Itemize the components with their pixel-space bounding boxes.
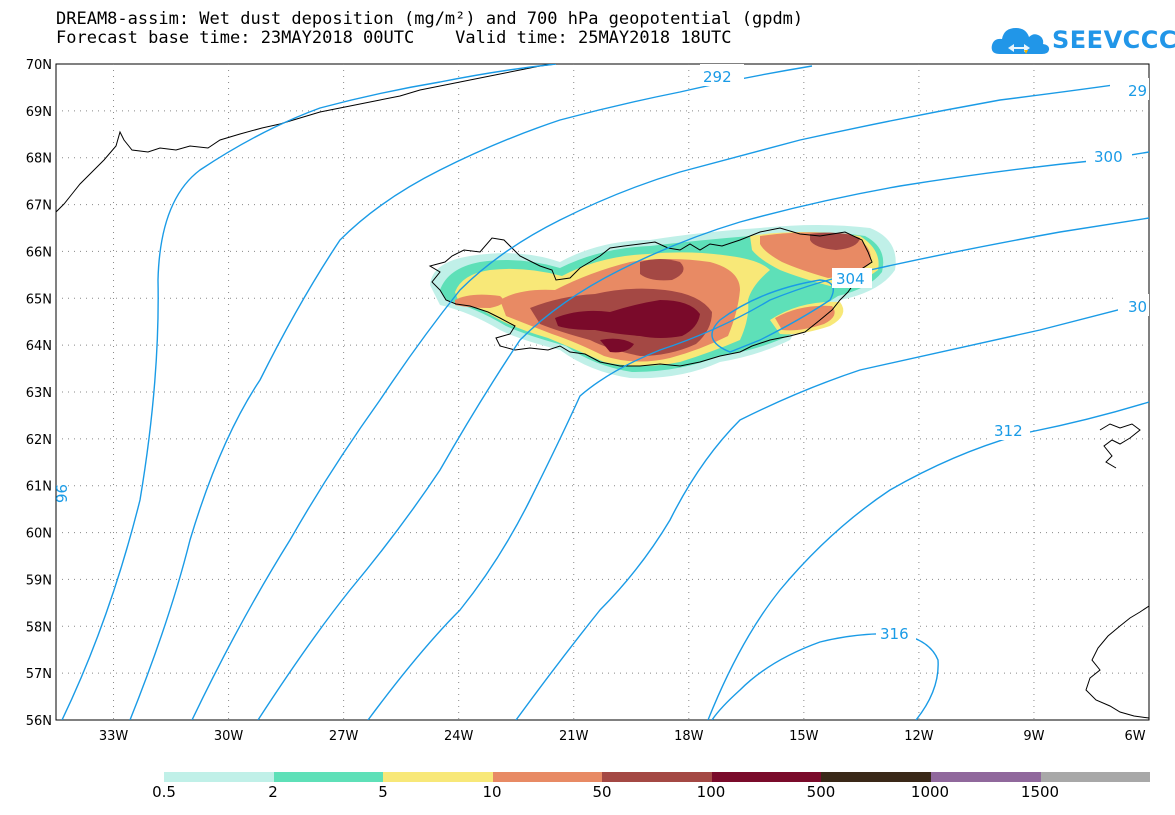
longitude-label: 27W: [329, 729, 359, 744]
cloud-icon: [991, 28, 1050, 54]
legend-label-5: 5: [378, 783, 388, 801]
geopotential-contours: [61, 64, 1149, 720]
latitude-label: 67N: [26, 199, 52, 214]
contour-308: [515, 301, 1149, 720]
latitude-label: 60N: [26, 527, 52, 542]
contour-316: [711, 633, 939, 720]
contour-label-304: 304: [836, 270, 865, 288]
latitude-axis: 70N 69N 68N 67N 66N 65N 64N 63N 62N 61N 60N 59N 58N 5…: [26, 58, 52, 729]
contour-label-292: 292: [703, 68, 732, 86]
legend-label-1500: 1500: [1020, 783, 1060, 801]
contour-label-300: 300: [1094, 148, 1123, 166]
legend-label-2: 2: [268, 783, 278, 801]
deposition-10d: [455, 294, 504, 308]
deposition-100b: [600, 338, 634, 353]
contour-296: [191, 79, 1149, 720]
contour-label-29: 29: [1128, 82, 1147, 100]
contour-labels: 292 29 300 304 30 312 316 96: [52, 68, 1147, 643]
legend-swatch-2: [383, 772, 493, 782]
legend-label-10: 10: [482, 783, 502, 801]
longitude-label: 12W: [904, 729, 934, 744]
legend-swatch-3: [492, 772, 603, 782]
legend-label-100: 100: [696, 783, 726, 801]
longitude-label: 30W: [214, 729, 244, 744]
deposition-50c: [810, 232, 860, 250]
contour-288: [61, 64, 557, 720]
legend-label-0.5: 0.5: [152, 783, 176, 801]
contour-label-312: 312: [994, 422, 1023, 440]
logo-text: SEEVCCC: [1052, 26, 1175, 54]
latitude-label: 63N: [26, 386, 52, 401]
legend-swatch-7: [930, 772, 1041, 782]
map-title: DREAM8-assim: Wet dust deposition (mg/m²…: [56, 9, 804, 29]
contour-304-loop: [711, 279, 834, 353]
latitude-label: 61N: [26, 480, 52, 495]
latitude-label: 68N: [26, 152, 52, 167]
contour-292: [129, 65, 813, 720]
latitude-label: 57N: [26, 667, 52, 682]
latitude-label: 58N: [26, 620, 52, 635]
contour-label-316: 316: [880, 625, 909, 643]
contour-label-96: 96: [52, 484, 70, 503]
legend-swatch-6: [821, 772, 931, 782]
legend-swatch-8: [1040, 772, 1151, 782]
latitude-label: 56N: [26, 714, 52, 729]
forecast-times: Forecast base time: 23MAY2018 00UTC Vali…: [56, 28, 732, 48]
legend-swatch-4: [602, 772, 712, 782]
legend-swatch-0: [164, 772, 274, 782]
latitude-label: 66N: [26, 245, 52, 260]
latitude-label: 69N: [26, 105, 52, 120]
faroe-coast: [1099, 423, 1141, 469]
longitude-label: 24W: [444, 729, 474, 744]
deposition-100: [555, 300, 700, 338]
seevccc-logo: SEEVCCC: [990, 20, 1175, 60]
scotland-coast: [1085, 605, 1149, 719]
latitude-label: 59N: [26, 573, 52, 588]
latitude-label: 70N: [26, 58, 52, 73]
deposition-50b: [640, 259, 684, 281]
contour-300: [257, 151, 1149, 720]
longitude-label: 33W: [99, 729, 129, 744]
contour-312: [707, 401, 1149, 720]
longitude-label: 9W: [1023, 729, 1044, 744]
longitude-label: 18W: [674, 729, 704, 744]
longitude-axis: 33W 30W 27W 24W 21W 18W 15W 12W 9W 6W: [99, 729, 1146, 744]
latitude-label: 64N: [26, 339, 52, 354]
iceland-coast: [428, 227, 873, 367]
legend-label-50: 50: [592, 783, 612, 801]
contour-label-30: 30: [1128, 298, 1147, 316]
longitude-label: 15W: [789, 729, 819, 744]
legend-label-500: 500: [806, 783, 836, 801]
longitude-label: 21W: [559, 729, 589, 744]
legend-label-1000: 1000: [910, 783, 950, 801]
coastlines: [56, 64, 1149, 719]
legend-swatch-5: [711, 772, 822, 782]
color-legend: [164, 772, 1151, 782]
latitude-label: 62N: [26, 433, 52, 448]
dust-deposition-field: [430, 225, 896, 379]
latitude-label: 65N: [26, 292, 52, 307]
longitude-label: 6W: [1124, 729, 1145, 744]
legend-swatch-1: [273, 772, 384, 782]
greenland-coast: [56, 64, 557, 213]
